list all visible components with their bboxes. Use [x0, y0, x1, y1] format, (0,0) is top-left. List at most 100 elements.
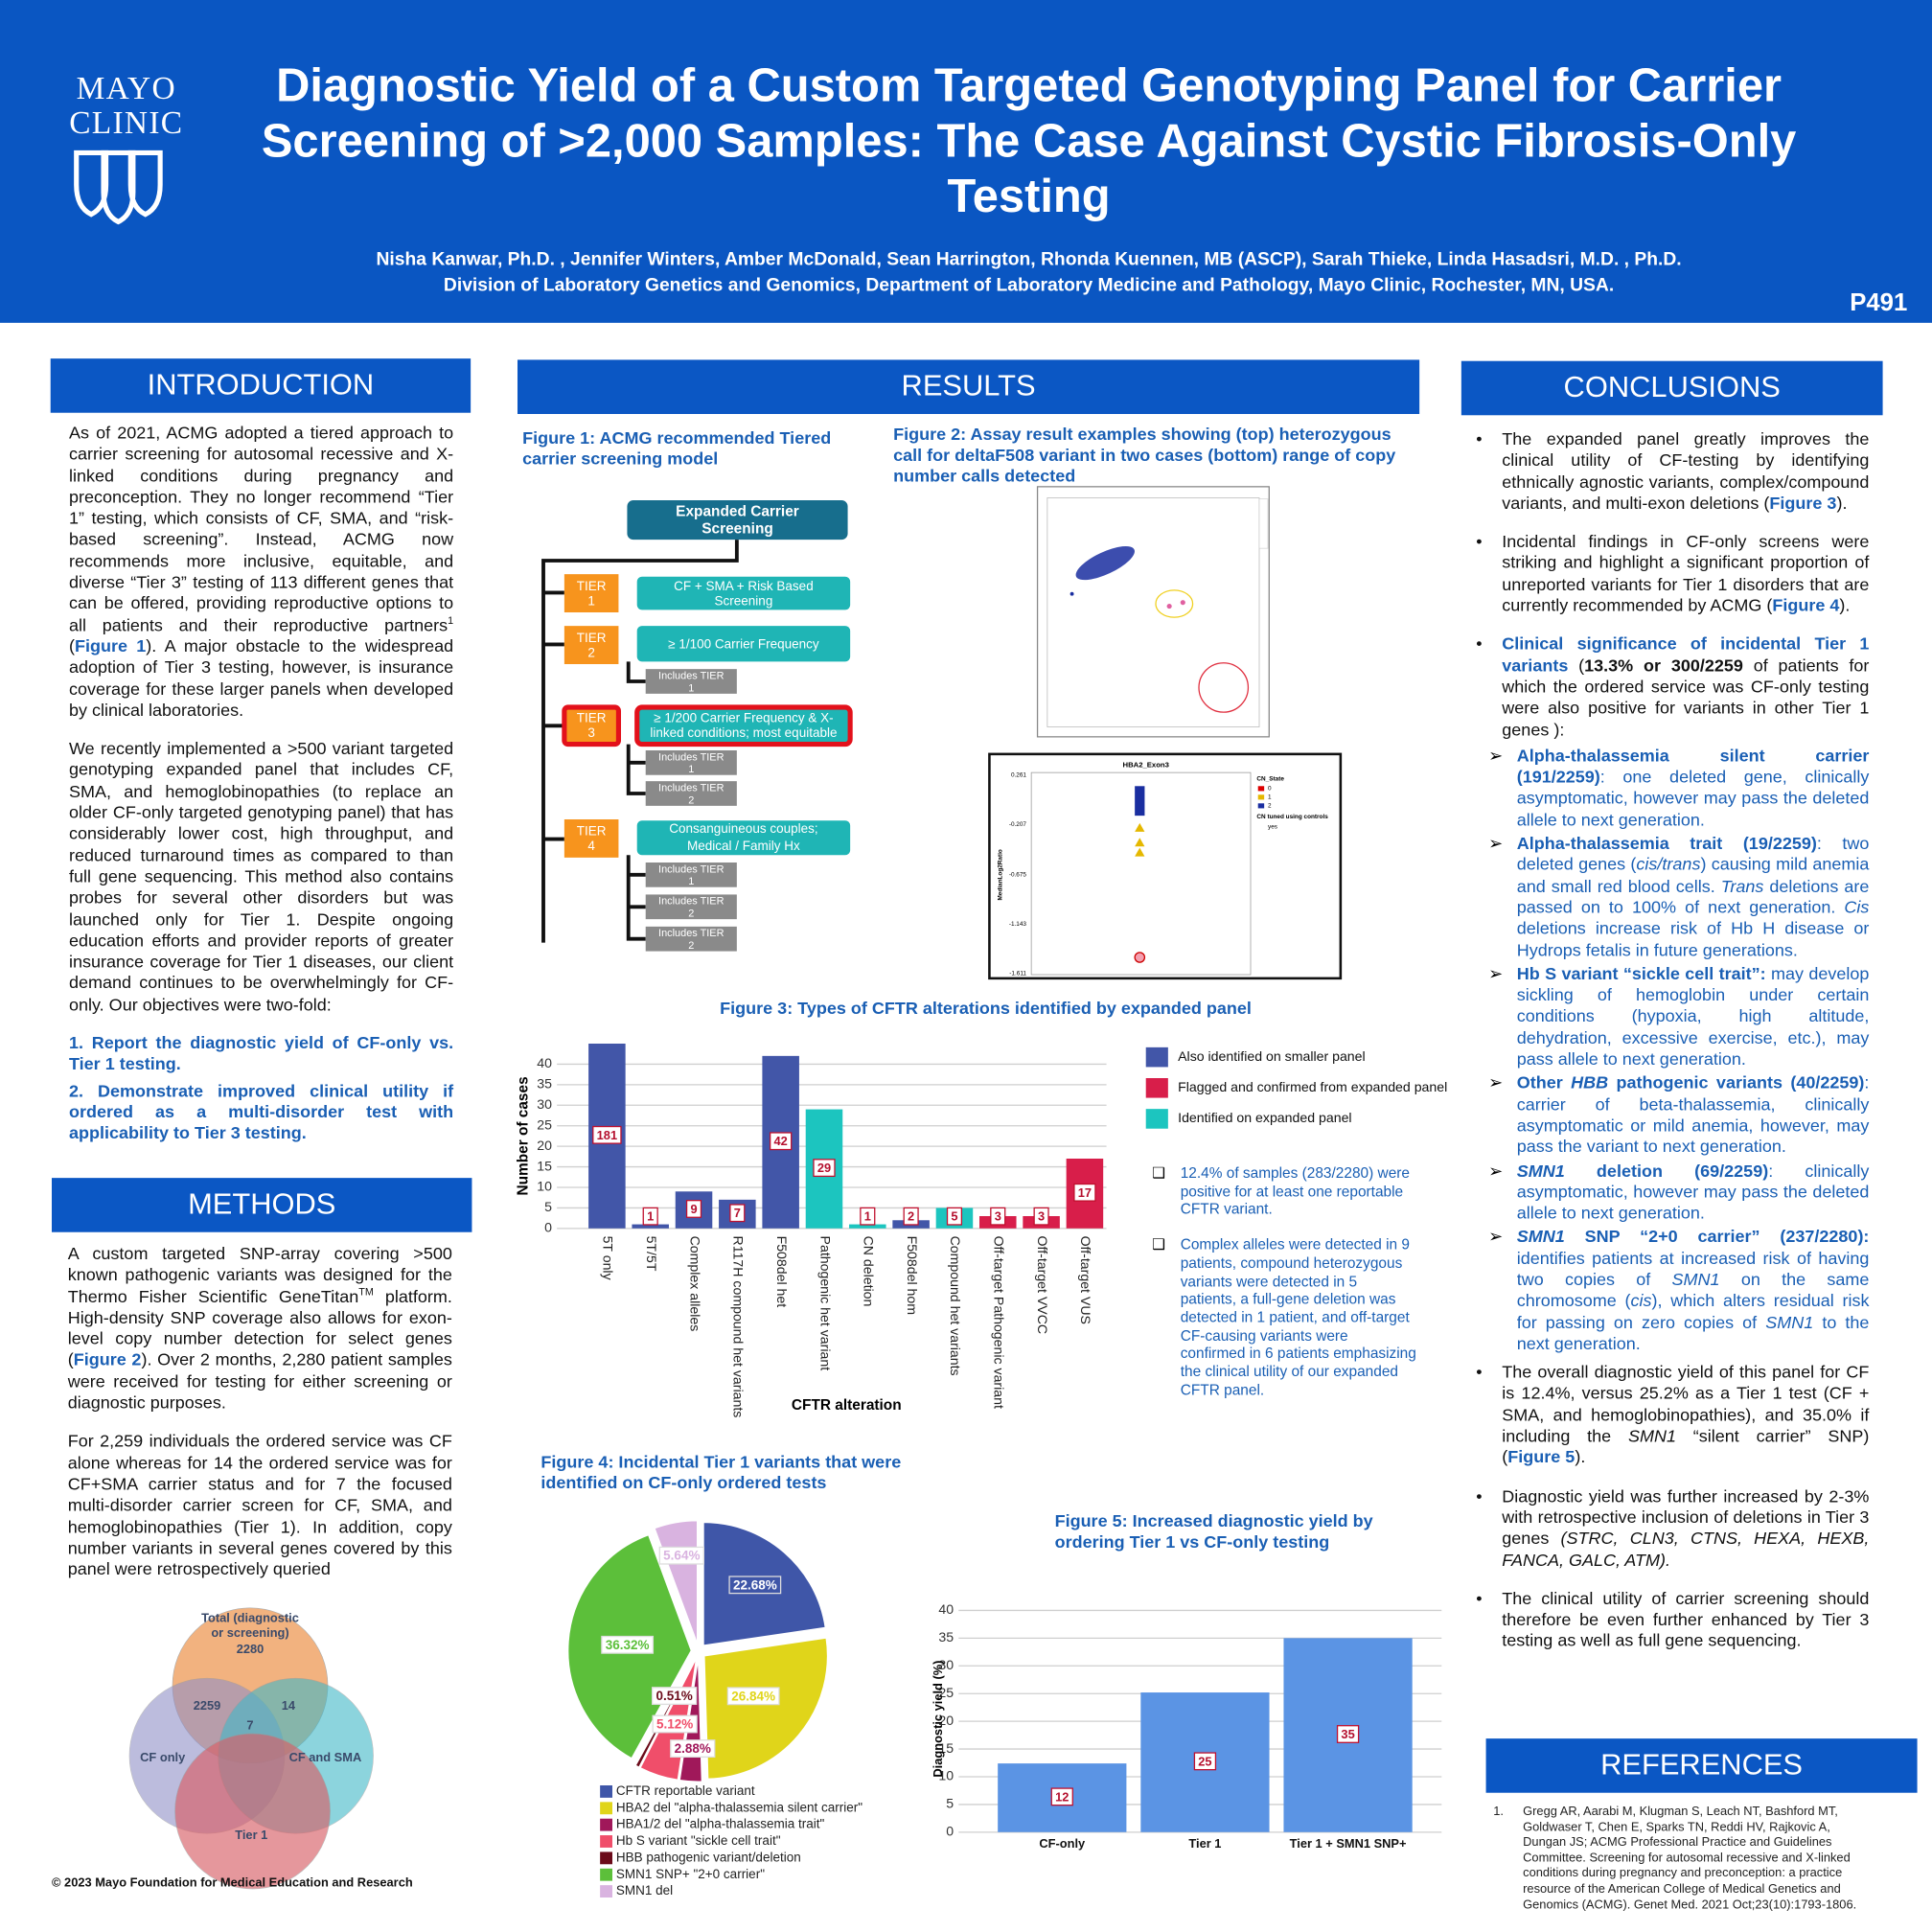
legend-swatch: [600, 1868, 612, 1881]
figure-notes: ❑ 12.4% of samples (283/2280) were positi…: [1152, 1164, 1416, 1399]
value-label-box: [726, 1687, 780, 1706]
value-label: 12: [1055, 1789, 1069, 1804]
note-text: Complex alleles were detected in 9 patie…: [1180, 1235, 1416, 1398]
y-tick-label: 5: [544, 1199, 552, 1214]
text-run: Alpha-thalassemia silent carrier (191/22…: [1516, 745, 1870, 787]
footer: © 2023 Mayo Foundation for Medical Educa…: [52, 1876, 413, 1891]
text-run: may develop sickling of hemoglobin under…: [1516, 963, 1870, 1069]
value-label: 5: [951, 1209, 957, 1224]
y-axis-label: Diagnostic yield (%): [931, 1661, 945, 1778]
value-label-box: [601, 1635, 655, 1654]
legend-label: 2: [1268, 803, 1272, 810]
legend-swatch: [1145, 1046, 1168, 1068]
value-label: 29: [817, 1161, 831, 1175]
y-tick-label: 30: [938, 1657, 954, 1672]
legend-swatch: [600, 1835, 612, 1848]
bar: [849, 1224, 886, 1229]
value-label: 1: [647, 1209, 654, 1224]
connector: [542, 590, 564, 841]
section-heading: REFERENCES: [1485, 1738, 1918, 1793]
value-label: 2.88%: [675, 1741, 711, 1756]
text-run: ).: [1836, 493, 1848, 513]
references: 1. Gregg AR, Aarabi M, Klugman S, Leach N…: [1493, 1806, 1875, 1914]
value-label: 36.32%: [606, 1638, 650, 1652]
include-node: Includes TIER 1: [645, 750, 737, 775]
bullet: The overall diagnostic yield of this pan…: [1476, 1362, 1869, 1468]
venn-count: 14: [282, 1698, 296, 1713]
text-run: SMN1: [1516, 1226, 1565, 1247]
value-label-box: [1073, 1183, 1096, 1202]
x-tick-label: Compound het variants: [948, 1236, 963, 1376]
point: [1135, 822, 1145, 832]
logo: MAYO CLINIC: [49, 70, 203, 141]
text-run: identifies patients at increased risk of…: [1516, 1248, 1870, 1289]
diagram-connectors: [541, 540, 739, 943]
text-run: Figure 3: [1769, 493, 1837, 513]
diagram-node: ≥ 1/200 Carrier Frequency & X-linked con…: [634, 704, 853, 748]
value-labels: 181 1 9 7 42 2 3 3 17 29 1 5: [592, 1125, 1096, 1226]
text-run: Clinical significance of incidental Tier…: [1502, 633, 1870, 676]
x-tick-label: Off-target Pathogenic variant: [992, 1236, 1007, 1409]
conclusions-text: The expanded panel greatly improves the …: [1476, 428, 1869, 1668]
value-label-box: [728, 1576, 782, 1595]
y-tick-label: 25: [938, 1685, 954, 1700]
text-run: of patients for which the ordered servic…: [1502, 655, 1870, 739]
legend-label: HBB pathogenic variant/deletion: [616, 1850, 801, 1864]
text-run: ).: [1839, 595, 1851, 615]
x-tick-label: CN deletion: [862, 1236, 877, 1307]
plot-frame: [1046, 497, 1260, 727]
figure-title: Figure 5: Increased diagnostic yield by …: [1054, 1510, 1373, 1552]
poster-id: P491: [1850, 289, 1908, 317]
text-run: ), which alters residual risk for passin…: [1516, 1290, 1870, 1332]
legend-label: SMN1 del: [616, 1883, 673, 1898]
x-tick-label: Complex alleles: [687, 1236, 702, 1332]
text-run: SMN1: [1671, 1269, 1720, 1289]
legend-label: HBA2 del "alpha-thalassemia silent carri…: [616, 1800, 862, 1814]
text-run: The expanded panel greatly improves the …: [1502, 428, 1870, 513]
venn-diagram: [128, 1607, 374, 1890]
x-tick-label: 5T/5T: [644, 1236, 659, 1272]
poster-title: Diagnostic Yield of a Custom Targeted Ge…: [261, 60, 1797, 223]
value-labels: 12 25 35: [1050, 1725, 1360, 1806]
logo-text: MAYO: [76, 70, 176, 106]
value-label: 7: [734, 1206, 741, 1220]
text-run: cis: [1630, 1290, 1652, 1311]
y-tick-label: 35: [537, 1076, 552, 1092]
text-run: Trans: [1720, 875, 1764, 896]
text-run: 13.3% or 300/2259: [1584, 655, 1743, 676]
tier-node: TIER 2: [564, 626, 619, 664]
y-tick-label: 30: [537, 1096, 552, 1112]
text-run: SMN1: [1627, 1425, 1676, 1446]
point: [1166, 604, 1172, 610]
reference-number: 1.: [1493, 1805, 1505, 1819]
diagram-node: CF + SMA + Risk Based Screening: [636, 576, 851, 610]
value-label-box: [685, 1200, 702, 1218]
paragraph: As of 2021, ACMG adopted a tiered approa…: [69, 423, 453, 721]
x-tick-label: Off-target VUS: [1078, 1236, 1093, 1324]
text-run: ). A major obstacle to the widespread ad…: [69, 635, 454, 720]
text-run: SMN1: [1516, 1160, 1565, 1181]
section-heading: RESULTS: [518, 359, 1420, 414]
logo-text: CLINIC: [69, 104, 184, 141]
value-label: 42: [774, 1134, 788, 1148]
note: ❑ Complex alleles were detected in 9 pati…: [1152, 1236, 1416, 1399]
text-run: Figure 2: [73, 1349, 142, 1370]
value-label: 25: [1198, 1754, 1211, 1768]
x-tick-label: F508del het: [774, 1236, 790, 1308]
tier-node: TIER 3: [562, 704, 621, 748]
value-label: 35: [1341, 1727, 1354, 1741]
value-label-box: [946, 1207, 963, 1226]
y-tick-label: 20: [938, 1713, 954, 1728]
value-label: 26.84%: [731, 1689, 775, 1703]
text-run: SMN1: [1765, 1311, 1814, 1332]
bullet: The clinical utility of carrier screenin…: [1476, 1588, 1869, 1652]
cluster: [1075, 545, 1135, 581]
value-label-box: [1033, 1207, 1049, 1226]
paragraph: We recently implemented a >500 variant t…: [69, 738, 454, 1014]
figure-title: Figure 2: Assay result examples showing …: [893, 424, 1396, 486]
pie-slice: [703, 1637, 829, 1780]
bar: [632, 1224, 669, 1229]
text-run: : two deleted genes (: [1516, 833, 1870, 875]
text-run: 1: [448, 613, 454, 627]
